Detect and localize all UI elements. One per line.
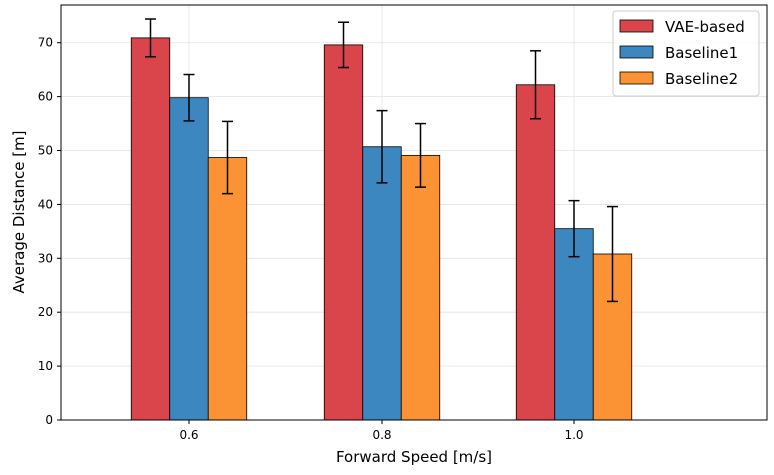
bar-baseline1: [169, 97, 209, 421]
y-tick-label: 50: [38, 144, 53, 158]
bar-vae-based: [515, 84, 556, 421]
error-bar-baseline1: [376, 109, 388, 184]
bar-baseline2: [207, 157, 248, 421]
error-bar-baseline1: [568, 199, 580, 258]
error-bar-vae-based: [530, 50, 541, 120]
legend-label-vae-based: VAE-based: [665, 18, 745, 36]
y-tick-label: 70: [38, 36, 53, 50]
bar-vae-based: [323, 44, 364, 421]
bar-vae-based: [130, 37, 171, 421]
bar-baseline1: [362, 146, 402, 421]
error-bar-baseline1: [183, 73, 195, 122]
bar-baseline2: [400, 154, 441, 421]
plot-frame: [60, 4, 768, 421]
legend-swatch-baseline1: [619, 45, 654, 59]
error-bar-baseline2: [415, 122, 426, 188]
y-tick-label: 10: [38, 359, 53, 373]
legend-label-baseline1: Baseline1: [665, 44, 738, 62]
error-bars: [145, 18, 618, 303]
legend-swatch-baseline2: [619, 71, 654, 85]
y-tick-label: 20: [38, 305, 53, 319]
y-tick-label: 30: [38, 251, 53, 265]
bar-baseline1: [554, 228, 594, 421]
legend-swatch-vae-based: [619, 19, 654, 33]
x-axis-ticks: 0.6 0.8 1.0: [179, 420, 584, 442]
y-axis-label: Average Distance [m]: [10, 130, 28, 293]
y-tick-label: 0: [45, 413, 53, 427]
x-tick-label: 1.0: [564, 428, 583, 442]
x-axis-label: Forward Speed [m/s]: [336, 448, 492, 466]
legend: VAE-based Baseline1 Baseline2: [612, 10, 760, 97]
legend-label-baseline2: Baseline2: [665, 70, 738, 88]
x-tick-label: 0.8: [372, 428, 391, 442]
bars: [130, 37, 633, 421]
error-bar-vae-based: [145, 18, 156, 58]
error-bar-baseline2: [607, 205, 618, 303]
y-tick-label: 60: [38, 90, 53, 104]
error-bar-baseline2: [222, 120, 233, 195]
y-axis-ticks: 0 10 20 30 40 50 60 70: [38, 36, 61, 427]
x-tick-label: 0.6: [179, 428, 198, 442]
y-tick-label: 40: [38, 197, 53, 211]
error-bar-vae-based: [338, 21, 349, 69]
